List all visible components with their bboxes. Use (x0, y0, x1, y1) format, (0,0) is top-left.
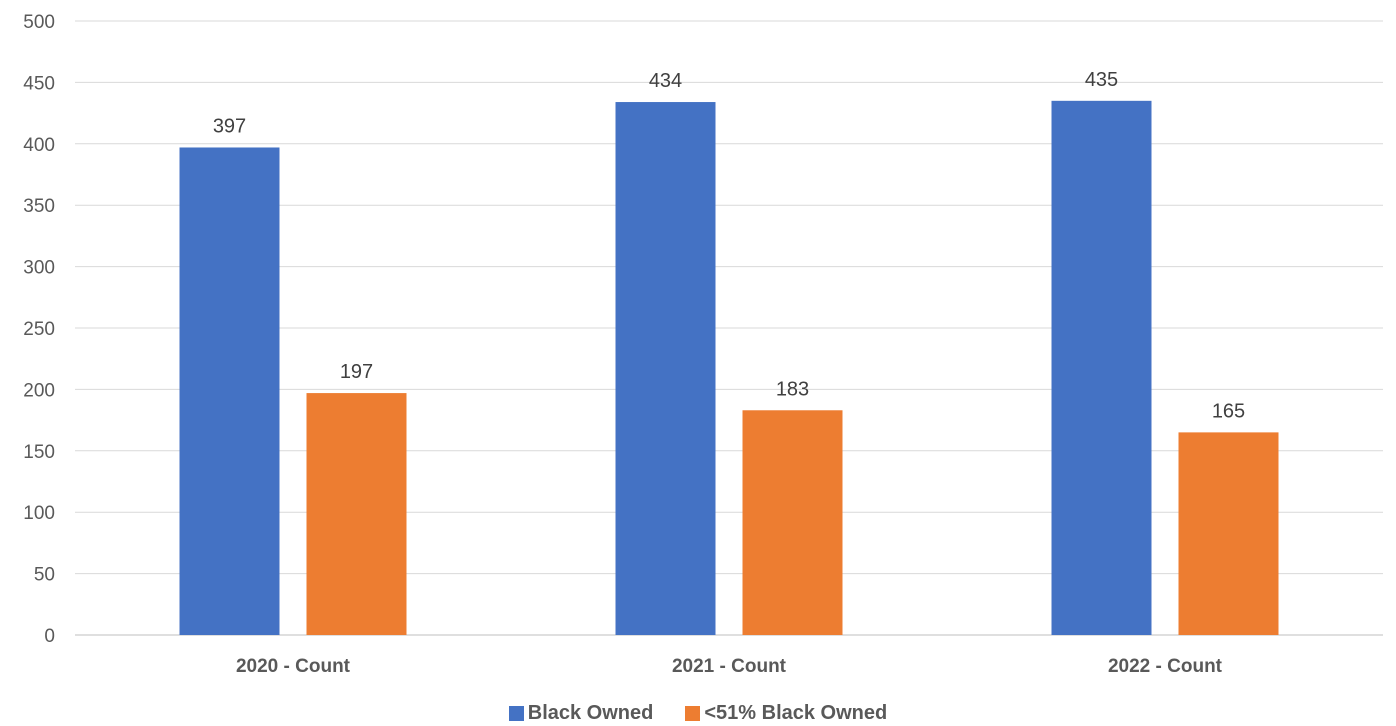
x-category-label: 2020 - Count (236, 656, 351, 677)
bar-chart: 0 50 100 150 200 250 300 350 400 450 500 397 197 434… (23, 12, 1383, 677)
y-tick-label: 50 (34, 565, 55, 586)
y-axis: 0 50 100 150 200 250 300 350 400 450 500 (23, 12, 55, 647)
data-labels: 397 197 434 183 435 165 (213, 69, 1245, 423)
gridlines (75, 20, 1383, 636)
bar-series-1-cat-1 (742, 410, 843, 635)
data-label-series-0-cat-2: 435 (1085, 69, 1118, 91)
data-label-series-1-cat-0: 197 (340, 361, 373, 383)
bars (179, 100, 1279, 636)
y-tick-label: 500 (23, 12, 55, 33)
y-tick-label: 400 (23, 135, 55, 156)
legend-item-series-0: Black Owned (508, 702, 654, 725)
bar-series-1-cat-0 (306, 393, 407, 635)
y-tick-label: 0 (44, 626, 55, 647)
legend: Black Owned <51% Black Owned (0, 702, 1396, 725)
y-tick-label: 200 (23, 380, 55, 401)
x-axis: 2020 - Count 2021 - Count 2022 - Count (236, 656, 1223, 677)
y-tick-label: 250 (23, 319, 55, 340)
bar-series-0-cat-0 (179, 147, 280, 635)
bar-series-0-cat-2 (1051, 100, 1152, 635)
legend-swatch-series-1 (685, 706, 701, 721)
data-label-series-0-cat-0: 397 (213, 115, 246, 137)
data-label-series-0-cat-1: 434 (649, 70, 682, 92)
y-tick-label: 350 (23, 196, 55, 217)
y-tick-label: 100 (23, 503, 55, 524)
legend-label-series-1: <51% Black Owned (704, 702, 888, 724)
legend-label-series-0: Black Owned (527, 702, 654, 724)
x-category-label: 2021 - Count (672, 656, 787, 677)
y-tick-label: 450 (23, 73, 55, 94)
data-label-series-1-cat-1: 183 (776, 378, 809, 400)
bar-series-1-cat-2 (1178, 432, 1279, 635)
legend-swatch-series-0 (508, 706, 524, 721)
legend-item-series-1: <51% Black Owned (685, 702, 887, 725)
y-tick-label: 300 (23, 258, 55, 279)
x-category-label: 2022 - Count (1108, 656, 1223, 677)
data-label-series-1-cat-2: 165 (1212, 400, 1245, 422)
y-tick-label: 150 (23, 442, 55, 463)
bar-series-0-cat-1 (615, 102, 716, 636)
